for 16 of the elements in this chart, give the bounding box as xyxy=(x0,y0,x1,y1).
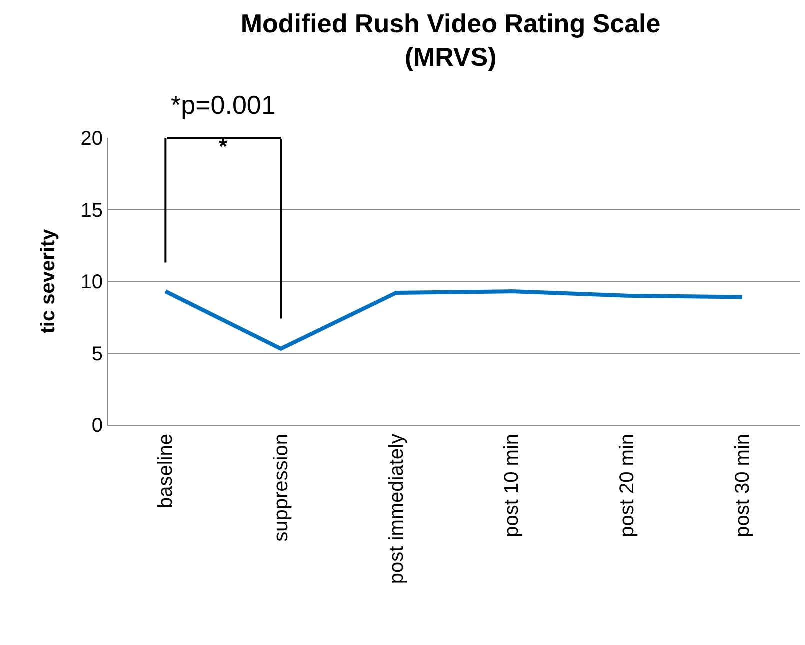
chart-title: Modified Rush Video Rating Scale (MRVS) xyxy=(240,8,661,72)
y-tick-label: 10 xyxy=(80,272,103,294)
y-tick-label: 15 xyxy=(80,200,103,222)
x-tick-label: post 10 min xyxy=(501,434,524,538)
x-tick-label: post 30 min xyxy=(732,434,754,538)
x-tick-label: post immediately xyxy=(386,434,408,584)
x-tick-label: suppression xyxy=(270,434,292,542)
y-tick-label: 5 xyxy=(92,343,103,366)
y-tick-label: 20 xyxy=(80,128,103,150)
x-tick-label: baseline xyxy=(155,434,178,509)
x-tick-label: post 20 min xyxy=(616,434,638,538)
text: *p=0.001 xyxy=(171,90,276,120)
line-series xyxy=(164,290,744,351)
y-tick-label: 0 xyxy=(92,415,103,437)
y-axis-title: tic severity xyxy=(37,228,60,334)
annotation: * xyxy=(219,134,228,159)
